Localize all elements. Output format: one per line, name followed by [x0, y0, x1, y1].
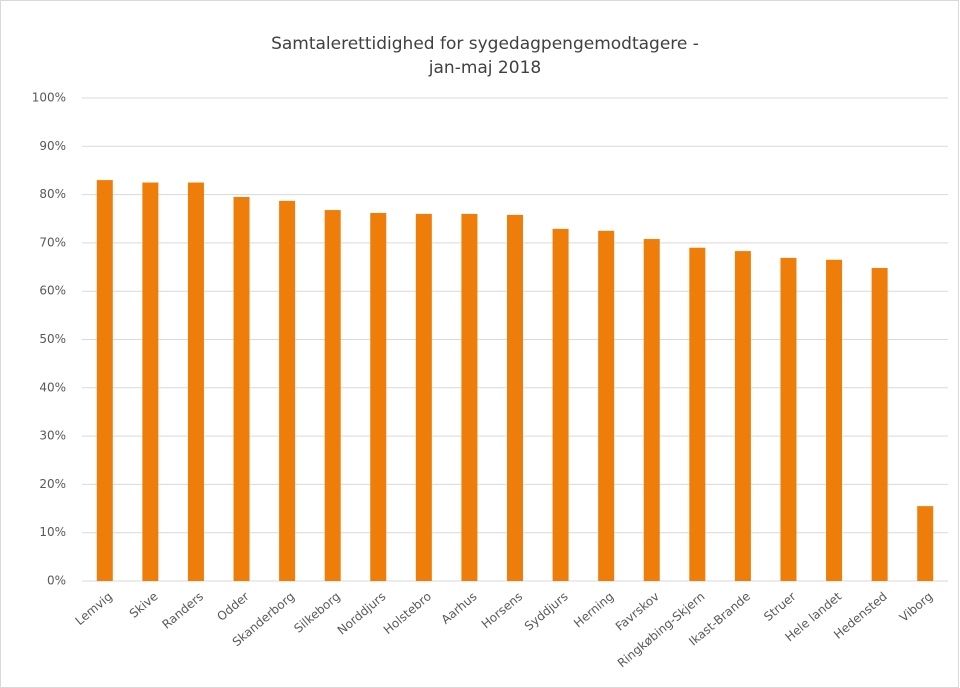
- bar: [96, 180, 113, 582]
- bar: [780, 257, 797, 581]
- bar: [871, 268, 888, 581]
- bar: [142, 182, 159, 581]
- y-tick-label: 0%: [47, 574, 66, 588]
- y-tick-label: 100%: [32, 91, 66, 105]
- y-tick-label: 30%: [39, 429, 66, 443]
- bar: [461, 213, 478, 582]
- y-tick-label: 40%: [39, 380, 66, 394]
- bar: [598, 230, 615, 581]
- bar: [370, 212, 387, 582]
- bar: [279, 200, 296, 581]
- bar: [552, 228, 569, 581]
- y-tick-label: 70%: [39, 235, 66, 249]
- bar: [415, 213, 432, 582]
- bar: [643, 239, 660, 581]
- chart-title: Samtalerettidighed for sygedagpengemodta…: [271, 34, 699, 54]
- bar: [826, 259, 843, 581]
- y-tick-label: 10%: [39, 525, 66, 539]
- y-tick-label: 20%: [39, 477, 66, 491]
- bar: [233, 197, 250, 581]
- bar: [187, 182, 204, 581]
- bar: [734, 251, 751, 581]
- chart-title: jan-maj 2018: [428, 58, 541, 78]
- bar: [917, 506, 934, 581]
- y-tick-label: 90%: [39, 139, 66, 153]
- y-tick-label: 80%: [39, 187, 66, 201]
- y-tick-label: 60%: [39, 284, 66, 298]
- bar: [324, 210, 341, 581]
- bar: [507, 214, 523, 582]
- y-tick-label: 50%: [39, 332, 66, 346]
- bar: [689, 247, 706, 582]
